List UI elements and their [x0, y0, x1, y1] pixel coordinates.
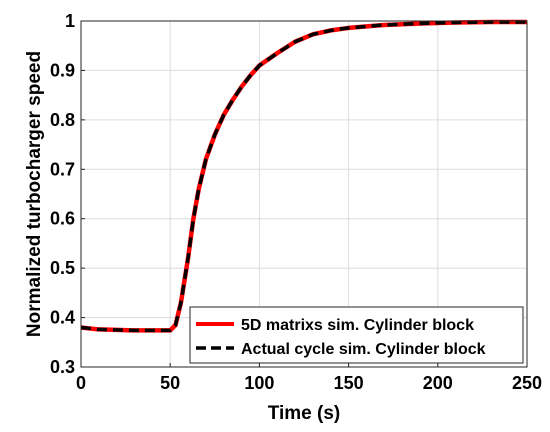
- y-tick-label: 0.8: [50, 110, 75, 130]
- y-tick-label: 0.5: [50, 258, 75, 278]
- x-tick-label: 50: [160, 373, 180, 393]
- y-axis-label: Normalized turbocharger speed: [24, 51, 45, 337]
- y-tick-label: 0.3: [50, 357, 75, 377]
- y-tick-label: 0.4: [50, 308, 75, 328]
- x-tick-label: 100: [244, 373, 274, 393]
- x-tick-labels: 0 50 100 150 200 250: [76, 373, 542, 393]
- x-tick-label: 200: [423, 373, 453, 393]
- tick-marks: [80, 20, 528, 368]
- legend-label: 5D matrixs sim. Cylinder block: [241, 317, 474, 334]
- x-tick-label: 250: [512, 373, 542, 393]
- y-tick-label: 0.9: [50, 60, 75, 80]
- series-line-actual-cycle: [80, 20, 527, 333]
- y-tick-label: 0.6: [50, 209, 75, 229]
- legend-box: [189, 306, 524, 364]
- x-tick-label: 0: [76, 373, 86, 393]
- legend-label: Actual cycle sim. Cylinder block: [241, 341, 486, 358]
- x-tick-label: 150: [334, 373, 364, 393]
- y-tick-label: 1: [65, 11, 75, 31]
- x-axis-label: Time (s): [268, 403, 341, 424]
- y-tick-labels: 0.3 0.4 0.5 0.6 0.7 0.8 0.9 1: [50, 11, 75, 377]
- legend: 5D matrixs sim. Cylinder block Actual cyc…: [189, 306, 524, 364]
- series-layer: [80, 19, 527, 333]
- plot-frame: [80, 20, 528, 368]
- y-tick-label: 0.7: [50, 159, 75, 179]
